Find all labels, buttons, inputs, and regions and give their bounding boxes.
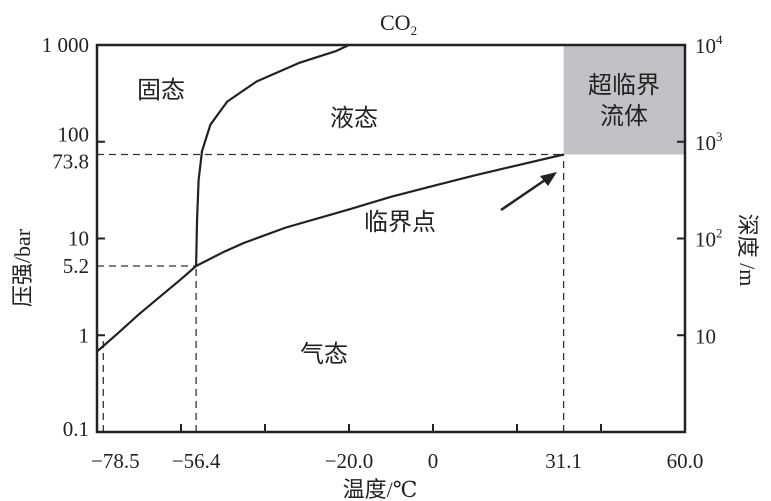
y2-tick-label: 103 [695,129,723,155]
critical-point-arrow [500,172,557,212]
liquid-label: 液态 [330,105,378,132]
y-tick-label: 100 [58,123,90,147]
y-axis-label: 压强/bar [10,228,35,307]
y2-tick-label: 10 [695,324,716,348]
y2-tick-base: 10 [695,324,716,348]
y-tick-label: 0.1 [63,417,89,441]
chart-title: CO2 [380,10,417,38]
gas-label: 气态 [300,341,348,368]
y-tick-label: 5.2 [63,254,89,278]
supercritical-region [563,45,685,155]
supercritical-label-line1: 超临界 [588,72,660,99]
y-tick-label: 73.8 [52,150,89,174]
y-tick-label: 10 [68,227,89,251]
vaporization-curve [195,153,564,267]
y2-tick-exponent: 4 [716,32,723,47]
y2-tick-label: 102 [695,226,723,252]
y2-tick-label: 104 [695,32,723,58]
critical-point-label: 临界点 [364,209,436,236]
x-tick-label: 31.1 [545,449,582,473]
y-tick-label: 1 [79,323,90,347]
y2-tick-base: 10 [695,131,716,155]
y2-axis-label: 深度 /m [735,214,760,287]
y2-tick-exponent: 3 [716,129,723,144]
supercritical-label-line2: 流体 [600,103,648,130]
melting-curve [195,44,350,267]
x-tick-label: 60.0 [667,449,704,473]
y2-tick-base: 10 [695,34,716,58]
x-tick-label: −56.4 [172,449,221,473]
x-tick-label: −20.0 [325,449,374,473]
y2-tick-exponent: 2 [716,226,723,241]
y-tick-label: 1 000 [42,33,89,57]
sublimation-curve [96,265,197,353]
y2-tick-base: 10 [695,228,716,252]
x-tick-label: 0 [428,449,439,473]
x-axis-label: 温度/℃ [343,477,418,501]
solid-label: 固态 [137,77,185,104]
x-tick-label: −78.5 [91,449,140,473]
